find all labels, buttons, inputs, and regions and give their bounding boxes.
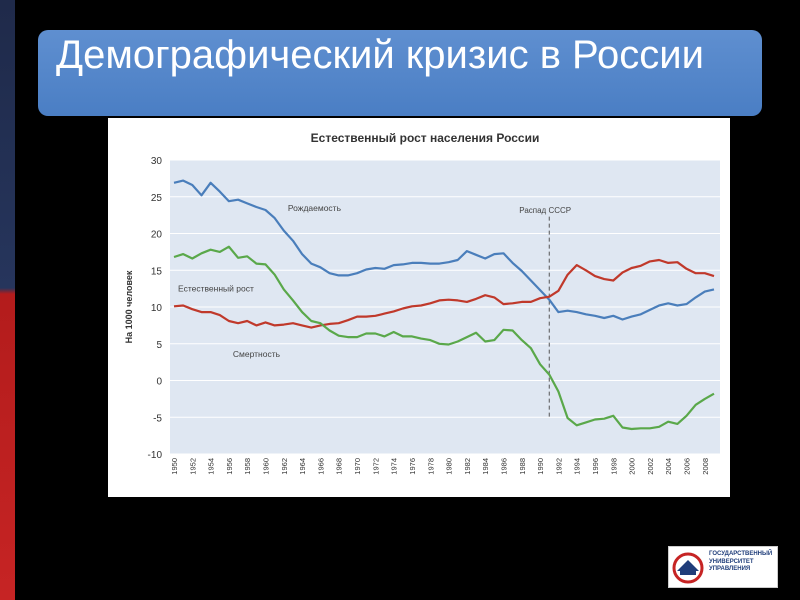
university-logo: ГОСУДАРСТВЕННЫЙ УНИВЕРСИТЕТ УПРАВЛЕНИЯ (668, 546, 778, 588)
y-tick-label: 10 (151, 303, 163, 314)
x-tick-label: 1956 (225, 458, 234, 475)
line-chart: Естественный рост населения России 30 25 20… (124, 131, 720, 475)
x-tick-label: 1974 (390, 458, 399, 475)
series-line (173, 179, 715, 321)
x-tick-label: 2000 (628, 458, 637, 475)
x-tick-label: 1960 (262, 458, 271, 475)
x-tick-label: 1962 (280, 458, 289, 475)
y-tick-label: 15 (151, 266, 163, 277)
x-tick-label: 1996 (591, 458, 600, 475)
x-tick-label: 1990 (536, 458, 545, 475)
y-axis-label: На 1000 человек (124, 270, 134, 343)
x-tick-label: 1954 (207, 458, 216, 475)
slide-accent-bar (0, 0, 15, 600)
x-tick-label: 2008 (701, 458, 710, 475)
y-tick-label: 0 (156, 377, 162, 388)
x-tick-label: 1994 (573, 458, 582, 475)
slide-title: Демографический кризис в России (56, 33, 704, 77)
x-tick-label: 1984 (481, 458, 490, 475)
logo-text: ГОСУДАРСТВЕННЫЙ УНИВЕРСИТЕТ УПРАВЛЕНИЯ (709, 551, 773, 572)
y-tick-label: 25 (151, 193, 163, 204)
series-label: Рождаемость (288, 203, 342, 213)
x-tick-label: 1966 (316, 458, 325, 475)
x-tick-label: 1950 (170, 458, 179, 475)
x-tick-label: 1978 (426, 458, 435, 475)
x-tick-label: 1970 (353, 458, 362, 475)
y-tick-label: 20 (151, 230, 163, 241)
university-logo-icon (672, 552, 704, 584)
x-tick-label: 2002 (646, 458, 655, 475)
x-tick-label: 1992 (554, 458, 563, 475)
y-tick-label: 5 (156, 340, 162, 351)
x-tick-label: 2006 (683, 458, 692, 475)
y-tick-label: 30 (151, 156, 163, 167)
annotation-label: Распад СССР (519, 206, 571, 215)
x-tick-label: 1952 (188, 458, 197, 475)
x-tick-label: 1998 (609, 458, 618, 475)
y-tick-label: -10 (148, 450, 163, 461)
series-label: Естественный рост (178, 284, 254, 294)
series-line (173, 245, 715, 431)
x-tick-label: 1986 (499, 458, 508, 475)
x-tick-label: 1982 (463, 458, 472, 475)
x-tick-label: 1958 (243, 458, 252, 475)
x-tick-label: 1968 (335, 458, 344, 475)
x-tick-label: 1976 (408, 458, 417, 475)
chart-title: Естественный рост населения России (311, 131, 540, 145)
series-label: Смертность (233, 349, 281, 359)
x-tick-label: 1980 (445, 458, 454, 475)
y-tick-label: -5 (153, 413, 162, 424)
series-line (173, 258, 715, 329)
slide-title-box: Демографический кризис в России (38, 30, 762, 116)
x-tick-label: 1964 (298, 458, 307, 475)
x-tick-label: 2004 (664, 458, 673, 475)
x-tick-label: 1988 (518, 458, 527, 475)
chart-panel: Естественный рост населения России 30 25 20… (108, 118, 730, 497)
x-tick-label: 1972 (371, 458, 380, 475)
